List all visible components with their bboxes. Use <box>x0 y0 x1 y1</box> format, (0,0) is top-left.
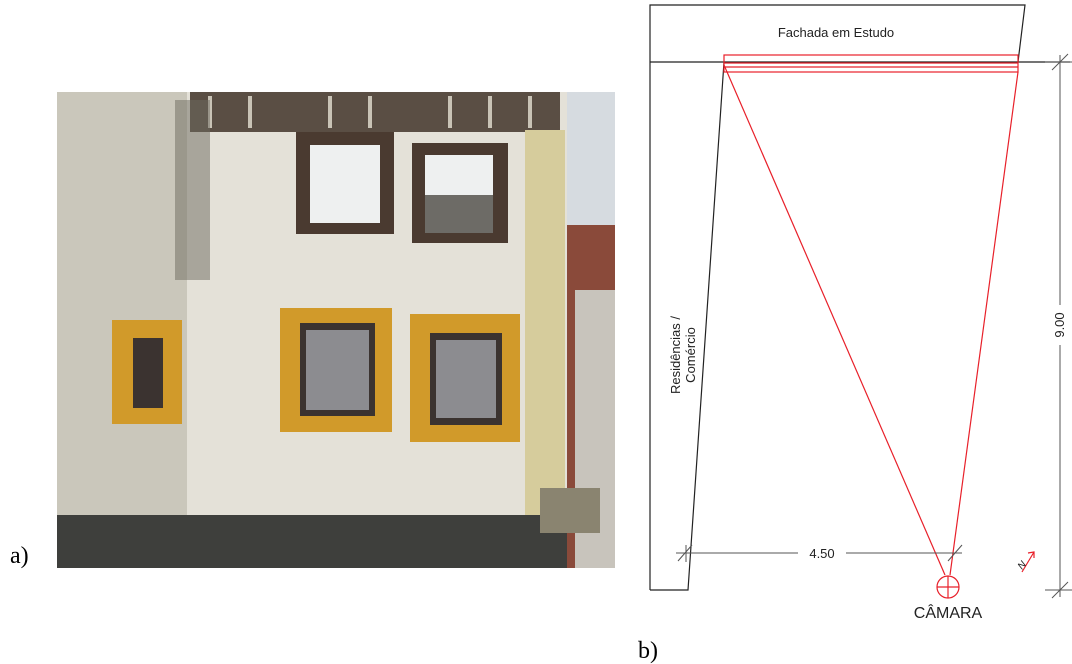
facade-photo <box>57 92 615 568</box>
height-dimension: 9.00 <box>1052 312 1067 337</box>
camera-view <box>724 55 1034 598</box>
camera-label: CÂMARA <box>914 603 983 622</box>
side-label: Residências / <box>668 316 683 394</box>
panel-label: b) <box>638 638 658 664</box>
side-label: Comércio <box>683 327 698 383</box>
figure: a) Fachada em Estudo 9.00 4.50 Residênci… <box>0 0 1072 664</box>
width-dimension: 4.50 <box>809 546 834 561</box>
panel-label: a) <box>10 543 29 569</box>
plan-outline <box>650 5 1070 590</box>
north-label: N <box>1016 559 1030 572</box>
facade-label: Fachada em Estudo <box>778 25 894 40</box>
dimension-lines <box>676 54 1072 598</box>
